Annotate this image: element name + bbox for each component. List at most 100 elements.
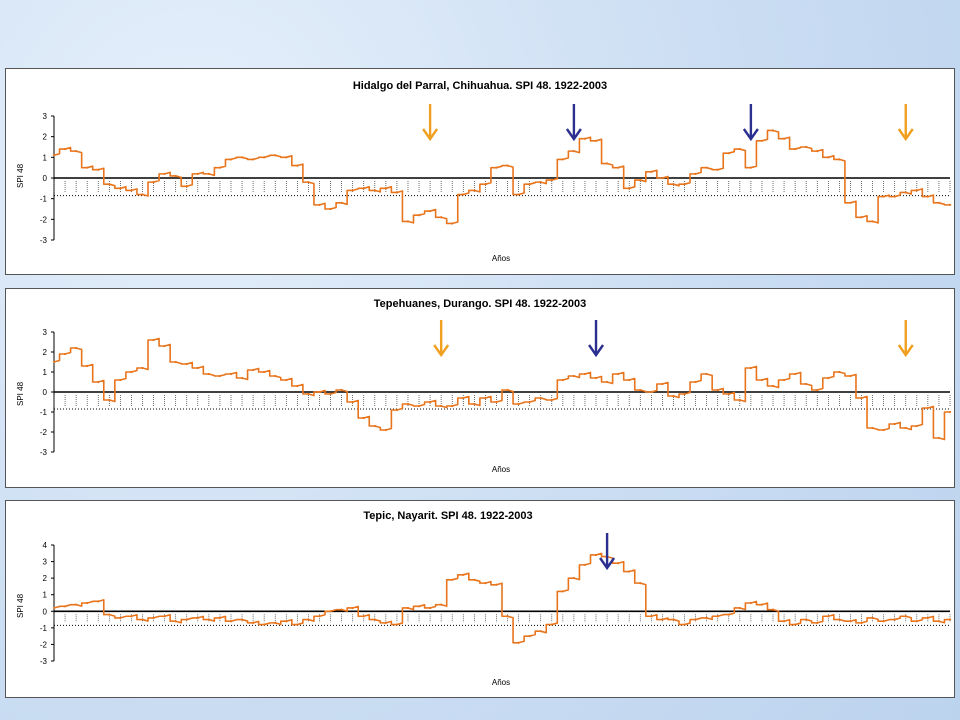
data-point [705, 166, 708, 169]
data-point [506, 615, 509, 618]
data-point [782, 137, 786, 140]
data-point [329, 392, 332, 396]
data-point [849, 201, 852, 204]
data-point [838, 618, 841, 621]
y-tick-label: -2 [40, 215, 48, 224]
data-point [174, 620, 177, 623]
data-point [428, 606, 432, 610]
data-point [639, 388, 642, 392]
y-tick-label: 2 [43, 574, 48, 583]
data-point [882, 195, 885, 198]
data-point [86, 601, 89, 605]
y-tick-label: -3 [40, 236, 48, 245]
data-point [937, 201, 941, 204]
data-point [528, 183, 531, 186]
data-point [373, 618, 376, 621]
data-point [484, 582, 487, 585]
y-tick-label: 2 [43, 348, 48, 357]
data-point [805, 145, 808, 149]
data-point [462, 396, 465, 400]
data-point [351, 400, 354, 404]
data-point [639, 582, 642, 585]
y-axis-label: SPI 48 [16, 593, 25, 618]
chart-svg-3: Tepic, Nayarit. SPI 48. 1922-2003 Años S… [16, 510, 952, 687]
data-point [572, 150, 576, 153]
data-point [816, 150, 819, 153]
data-point [749, 601, 752, 605]
data-point [75, 150, 78, 153]
data-point [605, 380, 609, 384]
data-point [329, 207, 332, 211]
data-point [871, 220, 874, 223]
y-tick-label: -3 [40, 657, 48, 666]
blue-arrow-head [588, 344, 605, 358]
data-point [716, 615, 719, 618]
data-point [937, 620, 941, 623]
data-point [141, 618, 144, 621]
data-point [550, 398, 553, 402]
data-point [218, 166, 222, 169]
data-point [561, 158, 564, 161]
data-point [771, 608, 775, 611]
data-point [329, 610, 332, 613]
chart-title: Hidalgo del Parral, Chihuahua. SPI 48. 1… [353, 80, 607, 92]
data-point [406, 220, 410, 223]
data-point [440, 216, 443, 219]
data-point [926, 406, 929, 410]
data-point [760, 603, 764, 606]
y-tick-label: -1 [40, 195, 48, 204]
data-point [229, 372, 233, 376]
data-point [572, 577, 576, 580]
data-point [274, 154, 277, 157]
data-point [594, 376, 598, 380]
data-point [617, 372, 620, 376]
data-point [152, 338, 155, 342]
data-point [683, 392, 686, 396]
data-point [63, 605, 67, 608]
data-point [307, 392, 310, 396]
data-point [661, 382, 664, 386]
data-point [86, 166, 89, 169]
data-point [771, 129, 775, 132]
y-tick-label: 3 [43, 328, 48, 337]
blue-arrow-head [565, 128, 582, 142]
data-point [749, 366, 752, 370]
data-point [882, 620, 885, 623]
data-point [163, 172, 166, 175]
data-point [119, 378, 122, 382]
data-point [583, 563, 587, 566]
data-point [827, 376, 830, 380]
x-axis-label: Años [492, 465, 510, 474]
data-point [893, 195, 896, 198]
data-point [473, 578, 476, 581]
data-point [340, 388, 343, 392]
data-point [462, 193, 465, 196]
data-point [63, 147, 67, 151]
data-point [583, 372, 587, 376]
blue-arrow-head [599, 557, 616, 571]
data-point [948, 203, 952, 206]
data-point [373, 189, 376, 192]
data-point [428, 400, 432, 404]
data-point [163, 615, 166, 618]
data-point [893, 618, 896, 621]
data-point [340, 608, 343, 611]
data-point [340, 201, 343, 204]
data-point [395, 408, 399, 412]
data-point [794, 372, 797, 376]
data-point [86, 364, 89, 368]
data-point [384, 428, 387, 432]
data-point [252, 158, 255, 161]
data-point [97, 380, 100, 384]
data-point [572, 374, 576, 378]
blue-arrow-head [742, 128, 759, 142]
data-point [451, 404, 454, 408]
y-axis-label: SPI 48 [16, 381, 25, 406]
data-point [948, 410, 952, 414]
y-tick-label: 3 [43, 558, 48, 567]
data-point [506, 164, 509, 167]
data-point [52, 606, 56, 610]
data-point [473, 402, 476, 406]
plot-area: 3 2 1 0 -1 -2 -3 [40, 320, 952, 457]
data-point [229, 158, 233, 161]
